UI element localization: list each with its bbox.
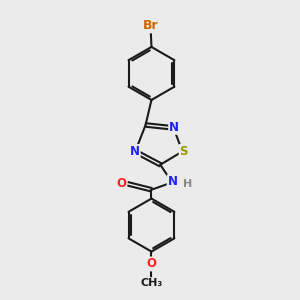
Text: O: O: [116, 177, 126, 190]
Text: S: S: [180, 145, 188, 158]
Text: O: O: [146, 257, 157, 271]
Text: CH₃: CH₃: [140, 278, 163, 288]
Text: N: N: [130, 145, 140, 158]
Text: Br: Br: [143, 19, 159, 32]
Text: H: H: [183, 179, 192, 189]
Text: N: N: [168, 175, 178, 188]
Text: N: N: [169, 121, 179, 134]
